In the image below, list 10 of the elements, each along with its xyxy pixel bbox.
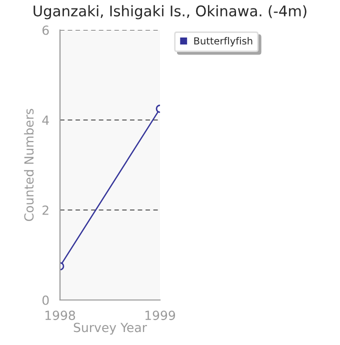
- x-tick-label: 1998: [45, 310, 76, 320]
- legend-label: Butterflyfish: [194, 37, 252, 46]
- y-axis-title: Counted Numbers: [24, 108, 34, 222]
- y-tick-label: 6: [42, 25, 49, 35]
- y-tick-label: 2: [42, 205, 48, 215]
- x-axis-title: Survey Year: [74, 322, 147, 335]
- x-tick-label: 1999: [145, 310, 176, 320]
- chart-title: Uganzaki, Ishigaki Is., Okinawa. (-4m): [34, 5, 306, 20]
- y-tick-label: 4: [42, 116, 49, 125]
- y-tick-label: 0: [42, 295, 49, 305]
